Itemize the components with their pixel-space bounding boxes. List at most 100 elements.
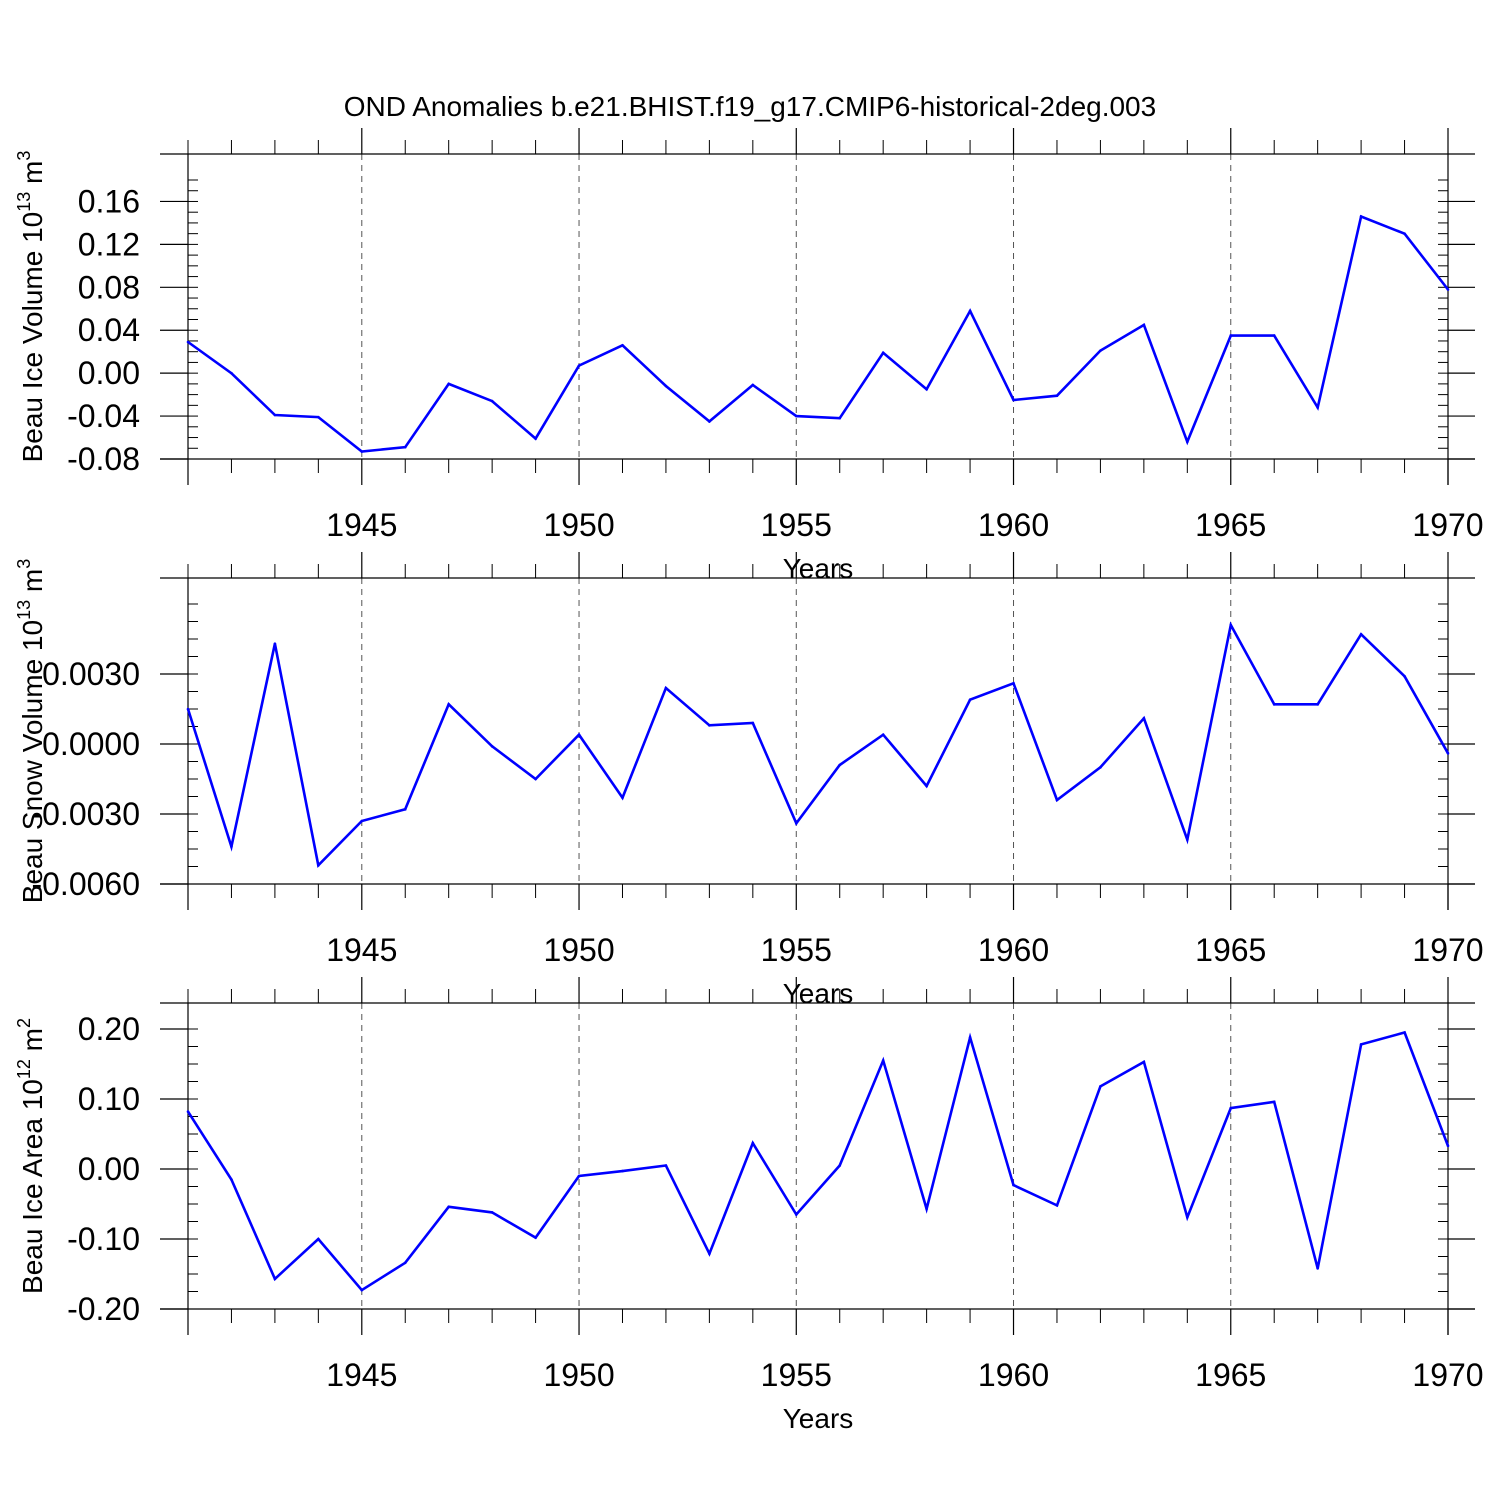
data-point (1186, 440, 1189, 444)
x-tick-label: 1970 (1412, 932, 1483, 968)
panel-snow-volume: -0.0060 -0.0030 0.0000 0.0030 1945 1950 1955 19… (14, 552, 1484, 1009)
data-point (708, 1252, 711, 1255)
data-point (447, 703, 450, 706)
data-point (1012, 682, 1015, 685)
data-point (1142, 323, 1146, 327)
y-tick-label: -0.10 (67, 1221, 140, 1257)
x-axis-title: Years (783, 978, 854, 1009)
data-point (273, 413, 277, 417)
data-point (838, 1164, 842, 1167)
data-point (490, 745, 494, 748)
data-point (534, 1236, 537, 1239)
data-point (1403, 1031, 1406, 1034)
data-point (1099, 1085, 1102, 1088)
x-tick-label: 1965 (1195, 507, 1266, 543)
data-point (577, 733, 581, 736)
y-tick-label: 0.20 (78, 1011, 140, 1047)
data-point (838, 763, 842, 767)
data-point (447, 1205, 450, 1209)
x-tick-label: 1955 (761, 932, 832, 968)
data-point (1403, 232, 1406, 235)
data-point (1055, 798, 1059, 802)
y-tick-label: 0.0030 (42, 656, 140, 692)
data-point (1012, 1183, 1015, 1187)
data-point (360, 819, 364, 823)
x-tick-label: 1960 (978, 1357, 1049, 1393)
data-point (1359, 1043, 1363, 1046)
data-point (317, 415, 320, 419)
data-point (1403, 675, 1406, 678)
y-tick-label: -0.08 (67, 441, 140, 477)
data-point (925, 387, 928, 391)
y-tick-label: -0.20 (67, 1291, 140, 1327)
data-point (968, 309, 972, 313)
data-point (1272, 703, 1276, 706)
y-tick-label: 0.00 (78, 1151, 140, 1187)
y-tick-label: -0.0060 (31, 866, 140, 902)
x-axis-title: Years (783, 1403, 854, 1434)
x-tick-label: 1970 (1412, 1357, 1483, 1393)
data-point (925, 784, 928, 788)
data-point (1012, 398, 1015, 402)
y-tick-label: 0.10 (78, 1081, 140, 1117)
data-point (751, 383, 755, 387)
x-tick-label: 1965 (1195, 932, 1266, 968)
x-tick-label: 1950 (543, 932, 614, 968)
data-point (751, 1141, 755, 1145)
y-tick-label: -0.0030 (31, 796, 140, 832)
data-point (1186, 838, 1189, 841)
x-tick-label: 1960 (978, 507, 1049, 543)
data-point (186, 340, 190, 344)
data-point (1359, 215, 1363, 218)
x-tick-label: 1945 (326, 1357, 397, 1393)
data-point (273, 1277, 277, 1281)
x-tick-label: 1960 (978, 932, 1049, 968)
data-point (490, 399, 494, 403)
panel-ice-area: -0.20 -0.10 0.00 0.10 0.20 1945 1950 1955 1960 19… (14, 977, 1484, 1434)
data-point (708, 724, 711, 727)
data-point (1055, 394, 1059, 397)
data-point (534, 437, 537, 440)
series-line (186, 1030, 1450, 1292)
x-tick-label: 1965 (1195, 1357, 1266, 1393)
y-axis-title: Beau Snow Volume 1013 m3 (14, 559, 48, 903)
data-point (1229, 1106, 1233, 1110)
x-tick-label: 1955 (761, 1357, 832, 1393)
data-point (925, 1207, 928, 1211)
y-axis-title: Beau Ice Volume 1013 m3 (14, 151, 48, 463)
data-point (403, 445, 407, 449)
data-point (1055, 1204, 1059, 1207)
data-point (751, 721, 755, 725)
x-tick-label: 1970 (1412, 507, 1483, 543)
data-point (186, 1110, 190, 1113)
x-tick-label: 1945 (326, 932, 397, 968)
data-point (794, 1213, 798, 1216)
y-tick-label: 0.0000 (42, 726, 140, 762)
data-point (1186, 1216, 1189, 1219)
data-point (403, 1261, 407, 1265)
data-point (664, 686, 668, 690)
data-point (1272, 1100, 1276, 1104)
data-point (360, 1288, 364, 1292)
data-point (838, 416, 842, 420)
data-point (794, 822, 798, 825)
y-tick-label: -0.04 (67, 398, 140, 434)
data-point (1316, 406, 1319, 409)
data-point (1446, 288, 1450, 291)
data-point (577, 1174, 581, 1178)
panel-ice-volume: -0.08 -0.04 0.00 0.04 0.08 0.12 0.16 1945 1950 19… (14, 128, 1484, 584)
x-tick-label: 1945 (326, 507, 397, 543)
y-axis-title: Beau Ice Area 1012 m2 (14, 1018, 48, 1294)
x-tick-label: 1950 (543, 1357, 614, 1393)
x-tick-label: 1950 (543, 507, 614, 543)
data-point (317, 1237, 320, 1241)
chart-title: OND Anomalies b.e21.BHIST.f19_g17.CMIP6-… (344, 91, 1156, 122)
data-point (230, 371, 233, 375)
x-axis-title: Years (783, 553, 854, 584)
y-tick-label: 0.04 (78, 312, 140, 348)
data-point (1099, 766, 1102, 769)
data-point (881, 1059, 885, 1062)
series-line (187, 214, 1450, 453)
series-line (186, 621, 1450, 868)
